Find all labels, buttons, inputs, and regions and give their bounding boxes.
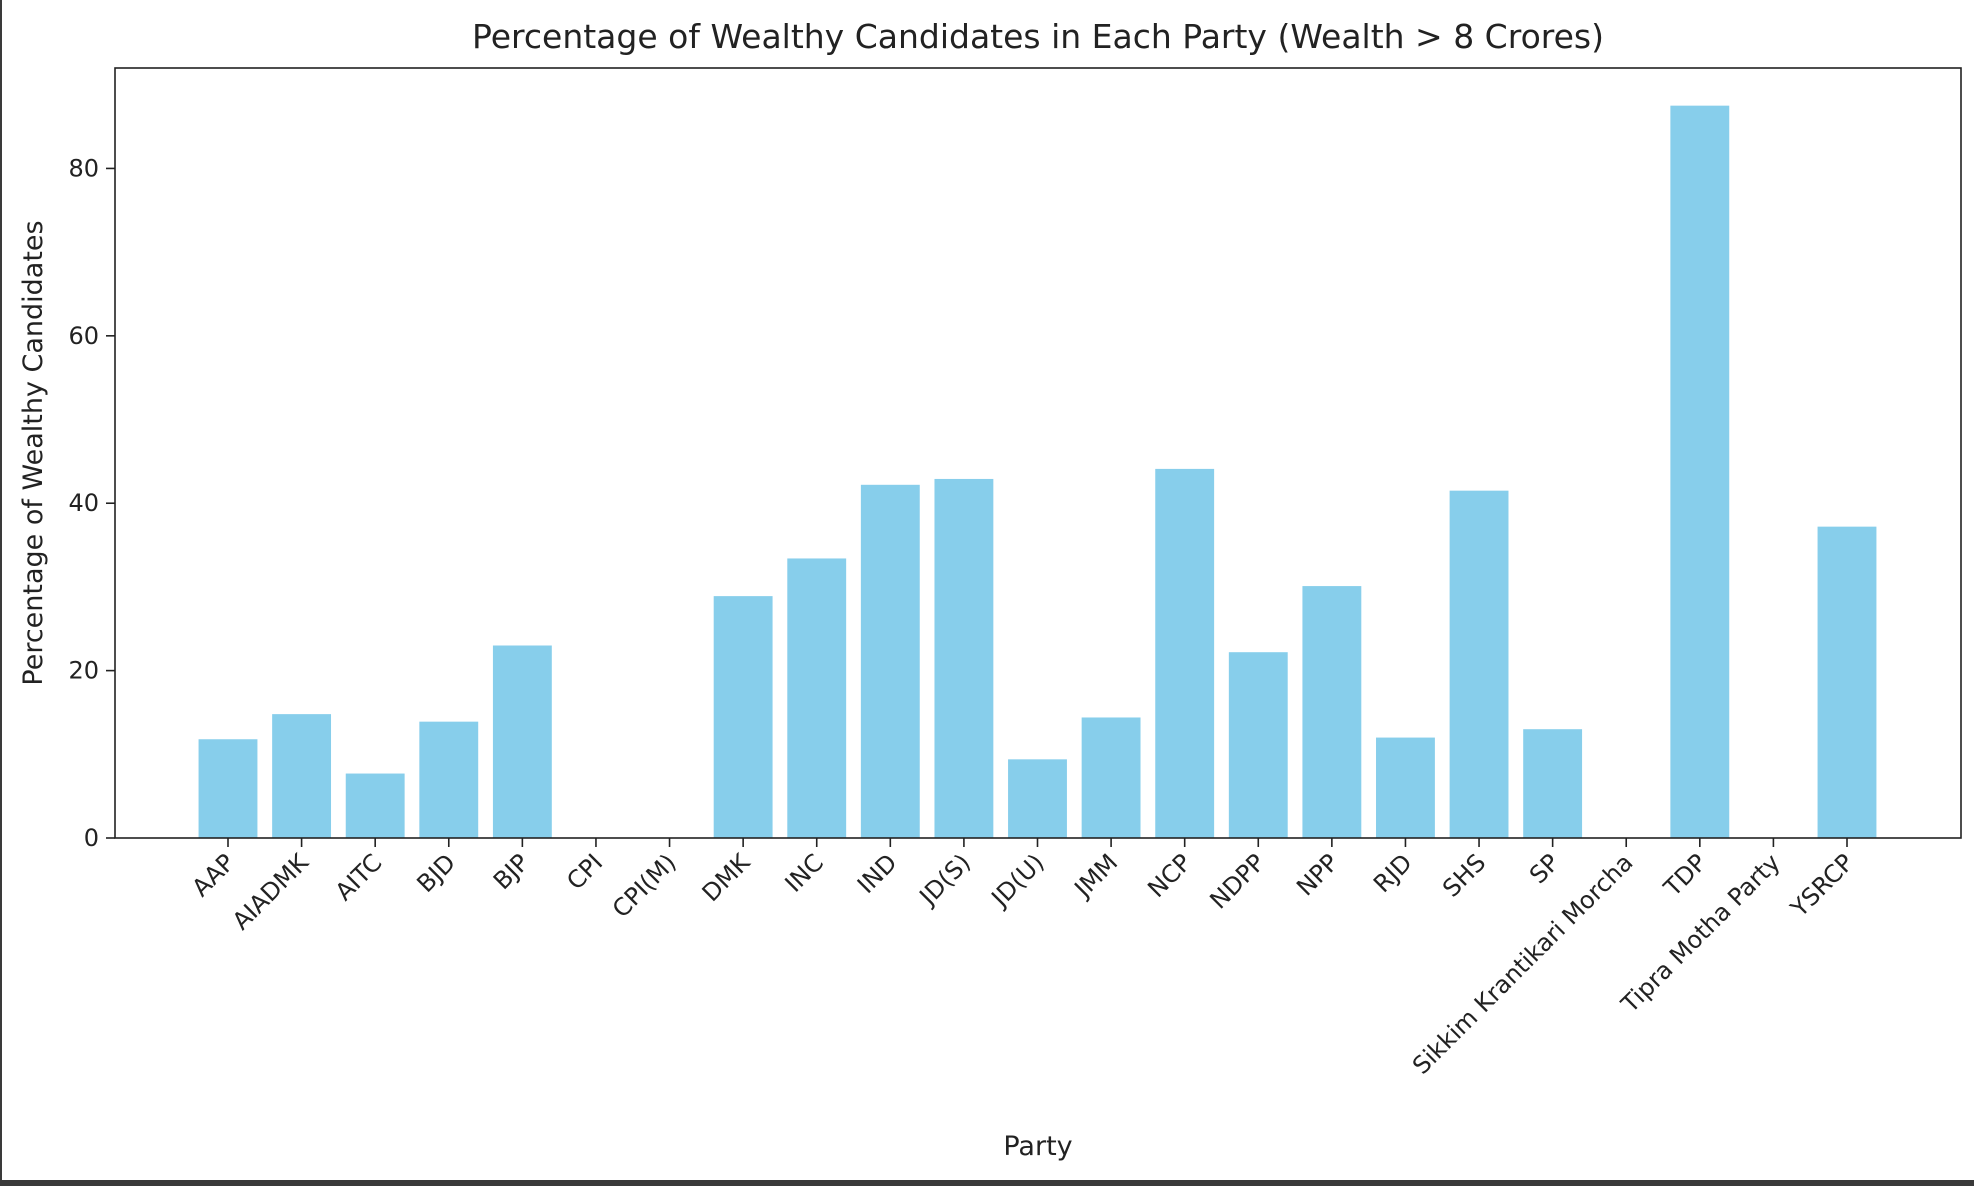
y-tick-label: 80 bbox=[68, 154, 99, 182]
x-tick-label: NDPP bbox=[1204, 848, 1270, 914]
x-tick-label: JD(S) bbox=[913, 848, 976, 911]
y-tick-label: 40 bbox=[68, 489, 99, 517]
bar-npp bbox=[1302, 586, 1362, 838]
x-axis-label: Party bbox=[1003, 1131, 1072, 1162]
x-tick-label: NPP bbox=[1291, 848, 1344, 901]
x-tick-label: RJD bbox=[1368, 848, 1418, 898]
x-tick-label: JMM bbox=[1068, 848, 1124, 904]
x-tick-label: AIADMK bbox=[227, 848, 315, 936]
y-tick-label: 0 bbox=[84, 824, 99, 852]
bar-ndpp bbox=[1228, 652, 1288, 838]
x-tick-label: JD(U) bbox=[985, 848, 1050, 913]
bar-dmk bbox=[713, 596, 773, 838]
bar-tdp bbox=[1670, 105, 1730, 838]
bar-shs bbox=[1449, 490, 1509, 838]
bar-ind bbox=[860, 484, 920, 838]
x-tick-label: YSRCP bbox=[1785, 848, 1860, 923]
bar-aap bbox=[198, 739, 258, 838]
y-axis: 0 20 40 60 80 bbox=[68, 154, 115, 852]
x-tick-label: SP bbox=[1524, 848, 1565, 889]
x-tick-label: CPI bbox=[561, 848, 608, 895]
y-tick-label: 60 bbox=[68, 322, 99, 350]
bar-rjd bbox=[1376, 737, 1435, 838]
x-tick-label: AITC bbox=[330, 848, 388, 906]
x-tick-label: BJP bbox=[488, 848, 535, 895]
x-tick-label: CPI(M) bbox=[607, 848, 682, 923]
x-tick-label: IND bbox=[852, 848, 903, 899]
bar-aiadmk bbox=[272, 714, 332, 838]
bar-sp bbox=[1523, 729, 1583, 838]
bar-bjp bbox=[492, 645, 552, 838]
y-tick-label: 20 bbox=[68, 657, 99, 685]
x-tick-label: DMK bbox=[697, 848, 757, 908]
bar-jd-u bbox=[1008, 759, 1067, 838]
bar-inc bbox=[787, 558, 847, 838]
x-tick-label: AAP bbox=[187, 848, 241, 902]
x-tick-label: NCP bbox=[1142, 848, 1197, 903]
bars-group bbox=[198, 105, 1877, 838]
bar-ysrcp bbox=[1817, 526, 1877, 838]
chart-title: Percentage of Wealthy Candidates in Each… bbox=[472, 17, 1604, 56]
x-tick-label: SHS bbox=[1437, 848, 1491, 902]
bar-jmm bbox=[1081, 717, 1141, 838]
x-tick-label: INC bbox=[780, 848, 829, 897]
y-axis-label: Percentage of Wealthy Candidates bbox=[18, 220, 49, 685]
bar-aitc bbox=[345, 773, 405, 838]
bar-ncp bbox=[1155, 468, 1215, 838]
x-tick-label: TDP bbox=[1658, 848, 1712, 902]
x-tick-label: BJD bbox=[411, 848, 461, 898]
bar-bjd bbox=[419, 721, 479, 838]
bar-jd-s bbox=[934, 478, 994, 838]
